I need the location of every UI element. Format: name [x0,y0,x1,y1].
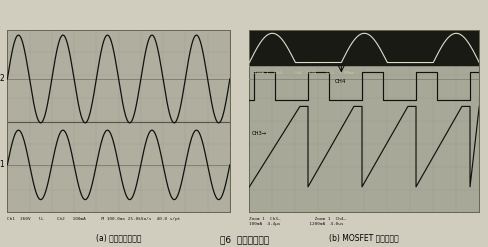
Text: Ch1  260V   lL     Ch2   100mA      M 100.0ms 25.0kSa/s  40.0 s/pt: Ch1 260V lL Ch2 100mA M 100.0ms 25.0kSa/… [7,217,180,221]
Text: 图6  实验结果波形: 图6 实验结果波形 [220,236,268,245]
Text: 2: 2 [0,75,4,83]
Text: Zoom 1  Ch3—    Ch4  260V    Ch3  7.00ms: Zoom 1 Ch3— Ch4 260V Ch3 7.00ms [253,71,353,75]
Text: Zoom 1  Ch3—             Zoom 1  Ch4—
100mA  4.4μs           1200mA  4.0us: Zoom 1 Ch3— Zoom 1 Ch4— 100mA 4.4μs 1200… [249,217,346,226]
Text: 1: 1 [0,160,4,169]
Text: CH4: CH4 [334,80,345,84]
Text: (b) MOSFET 电流与电压: (b) MOSFET 电流与电压 [329,233,398,242]
Bar [249,30,478,66]
Text: CH3→: CH3→ [251,131,266,136]
Text: (a) 输入电压和电流: (a) 输入电压和电流 [96,233,141,242]
